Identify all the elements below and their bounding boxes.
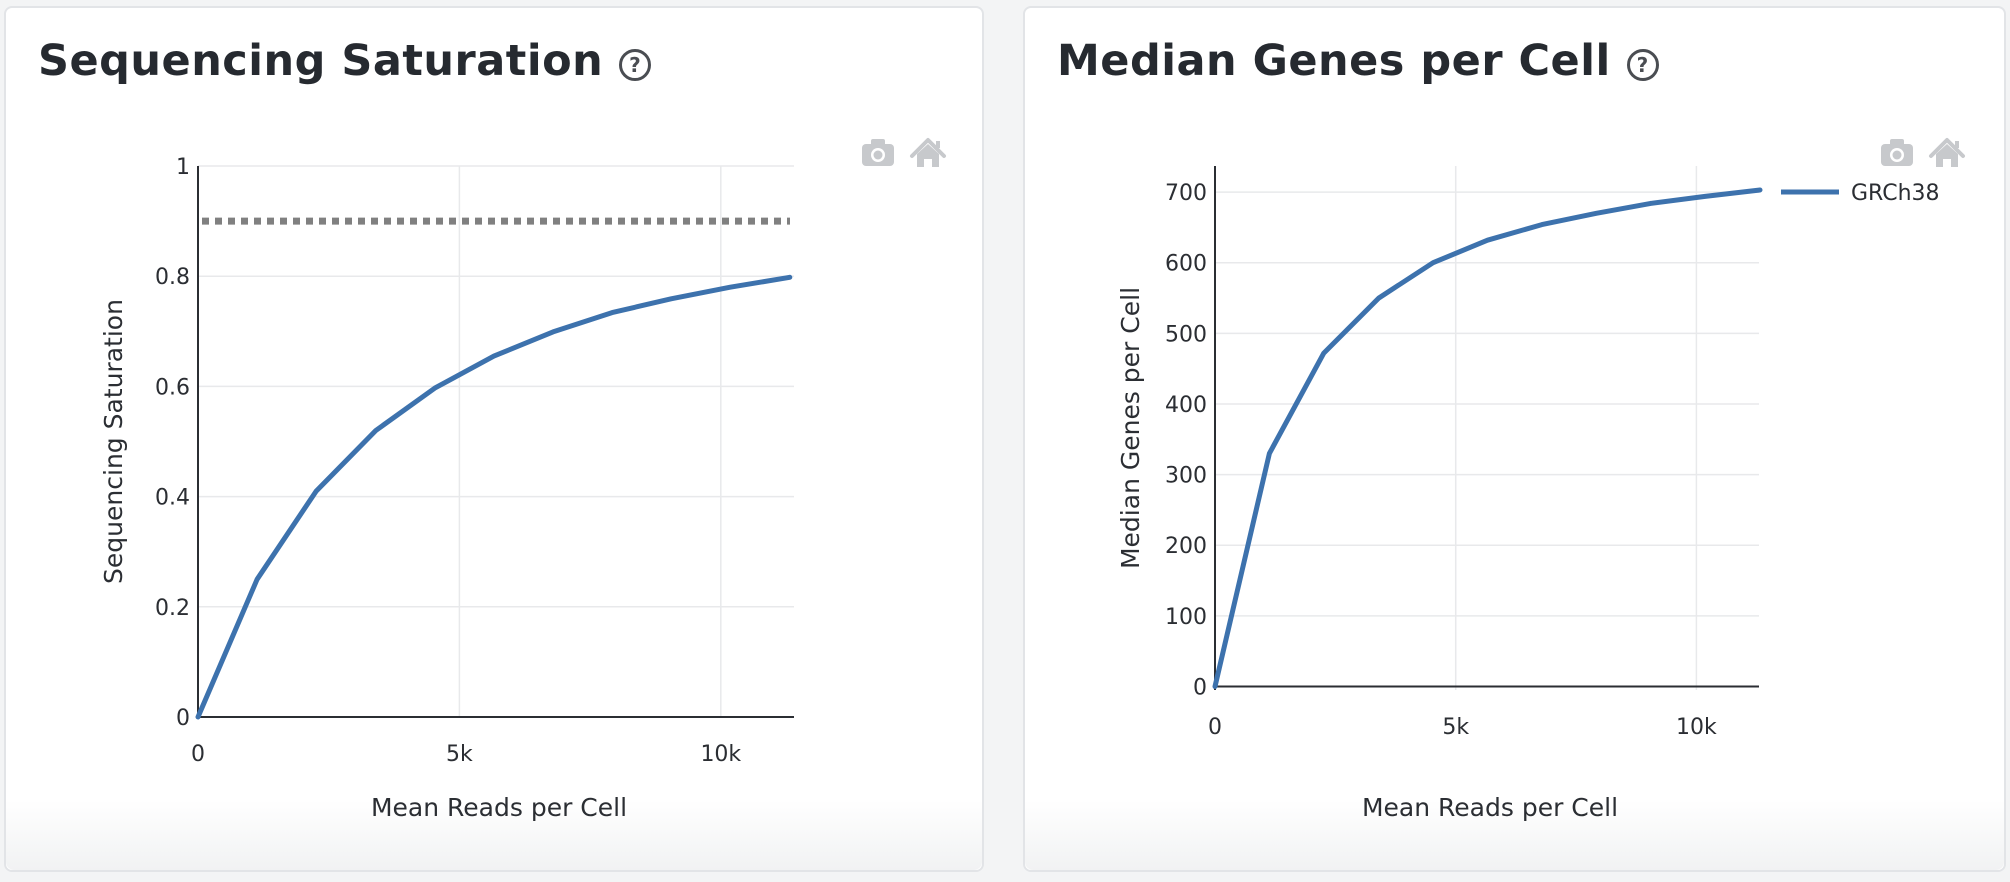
home-icon[interactable] [1929,138,1965,167]
y-axis-title: Sequencing Saturation [99,299,128,584]
camera-icon-lens [873,150,883,160]
x-tick-labels: 0 5k 10k [1208,715,1717,740]
legend-label[interactable]: GRCh38 [1851,181,1940,206]
home-icon-roof [1929,138,1965,158]
y-tick-label: 200 [1165,534,1207,559]
home-icon-house [1936,144,1958,167]
y-axis-title: Median Genes per Cell [1116,287,1145,569]
median-genes-panel: Median Genes per Cell ? 0 5k 10k 0 100 200 300… [1023,6,2006,872]
y-tick-label: 0 [176,706,190,731]
question-circle-icon[interactable]: ? [619,49,652,81]
y-tick-label: 400 [1165,393,1207,418]
x-tick-label: 0 [191,742,205,767]
home-icon-house [917,144,939,167]
y-tick-label: 1 [176,155,190,180]
y-tick-label: 0 [1193,675,1207,700]
panel-footer [6,800,982,870]
x-axis-title: Mean Reads per Cell [1362,793,1618,822]
x-tick-label: 5k [1442,715,1469,740]
series-line [195,274,793,720]
legend: GRCh38 [1781,181,1940,206]
y-tick-label: 500 [1165,322,1207,347]
y-tick-label: 300 [1165,464,1207,489]
sequencing-saturation-chart: 0 5k 10k 0 0.2 0.4 0.6 0.8 1 Mean Reads per Cell S… [99,138,946,822]
y-tick-label: 0.2 [155,596,190,621]
home-icon[interactable] [910,138,946,167]
camera-icon[interactable] [1881,139,1913,166]
y-tick-label: 100 [1165,605,1207,630]
y-tick-label: 700 [1165,181,1207,206]
panel-title-text: Median Genes per Cell [1057,36,1611,86]
median-genes-chart: 0 5k 10k 0 100 200 300 400 500 600 700 Mean Reads p… [1116,138,1965,822]
sequencing-saturation-panel: Sequencing Saturation ? 0 5k 10k 0 0.2 0.4 0.6… [4,6,984,872]
x-tick-label: 10k [1676,715,1717,740]
panel-title-text: Sequencing Saturation [38,36,604,86]
x-tick-label: 5k [446,742,473,767]
camera-icon[interactable] [862,139,894,166]
y-tick-labels: 0 0.2 0.4 0.6 0.8 1 [155,155,190,731]
x-tick-label: 10k [700,742,741,767]
grid [1214,166,1759,690]
question-circle-icon[interactable]: ? [1626,49,1659,81]
grid [197,165,794,718]
x-tick-label: 0 [1208,715,1222,740]
y-tick-label: 0.6 [155,375,190,400]
x-axis-title: Mean Reads per Cell [371,793,627,822]
camera-icon-top [871,139,885,146]
home-icon-chimney [936,141,940,148]
panel-title: Sequencing Saturation ? [38,36,652,86]
camera-icon-lens [1892,150,1902,160]
chart-toolbar [862,138,946,167]
y-tick-labels: 0 100 200 300 400 500 600 700 [1165,181,1207,700]
series-line [1212,187,1763,689]
x-tick-labels: 0 5k 10k [191,742,741,767]
chart-toolbar [1881,138,1965,167]
y-tick-label: 0.8 [155,265,190,290]
panel-title: Median Genes per Cell ? [1057,36,1659,86]
home-icon-roof [910,138,946,158]
home-icon-chimney [1955,141,1959,148]
y-tick-label: 0.4 [155,486,190,511]
panel-footer [1025,800,2004,870]
camera-icon-top [1890,139,1904,146]
y-tick-label: 600 [1165,252,1207,277]
